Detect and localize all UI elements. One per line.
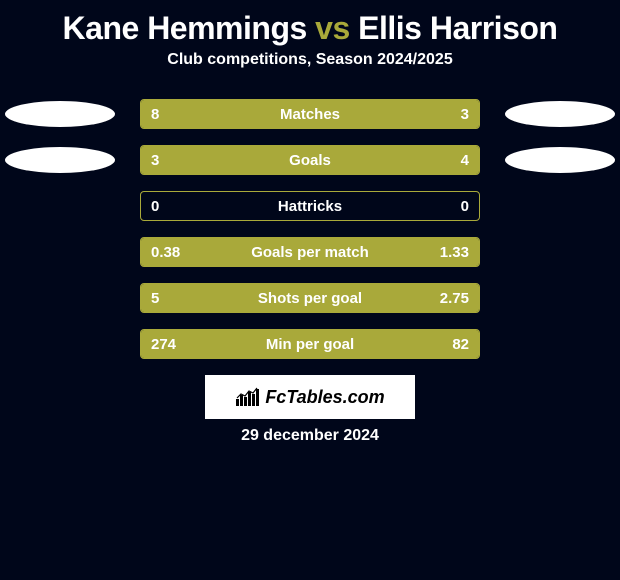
stat-bar: 00Hattricks [140, 191, 480, 221]
stat-row: 52.75Shots per goal [0, 283, 620, 313]
stat-label: Goals per match [141, 238, 479, 266]
watermark-text: FcTables.com [265, 387, 384, 408]
vs-text: vs [315, 10, 350, 46]
player2-name: Ellis Harrison [358, 10, 557, 46]
stat-bar: 52.75Shots per goal [140, 283, 480, 313]
subtitle: Club competitions, Season 2024/2025 [0, 51, 620, 69]
stat-bar: 83Matches [140, 99, 480, 129]
stat-row: 27482Min per goal [0, 329, 620, 359]
stat-label: Goals [141, 146, 479, 174]
stat-label: Matches [141, 100, 479, 128]
left-ellipse [5, 147, 115, 173]
stat-row: 00Hattricks [0, 191, 620, 221]
stat-row: 34Goals [0, 145, 620, 175]
player1-name: Kane Hemmings [63, 10, 307, 46]
stat-label: Hattricks [141, 192, 479, 220]
stat-label: Min per goal [141, 330, 479, 358]
right-ellipse [505, 101, 615, 127]
stat-row: 0.381.33Goals per match [0, 237, 620, 267]
stat-bar: 27482Min per goal [140, 329, 480, 359]
stat-label: Shots per goal [141, 284, 479, 312]
stat-bar: 34Goals [140, 145, 480, 175]
comparison-title: Kane Hemmings vs Ellis Harrison [0, 0, 620, 51]
stat-row: 83Matches [0, 99, 620, 129]
right-ellipse [505, 147, 615, 173]
stat-bar: 0.381.33Goals per match [140, 237, 480, 267]
date-text: 29 december 2024 [0, 427, 620, 445]
stats-rows: 83Matches 34Goals 00Hattricks 0.381.33Goals… [0, 99, 620, 359]
watermark: FcTables.com [205, 375, 415, 419]
left-ellipse [5, 101, 115, 127]
chart-icon [235, 387, 261, 407]
